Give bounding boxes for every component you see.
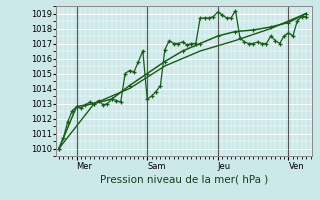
X-axis label: Pression niveau de la mer( hPa ): Pression niveau de la mer( hPa ) bbox=[100, 175, 268, 185]
